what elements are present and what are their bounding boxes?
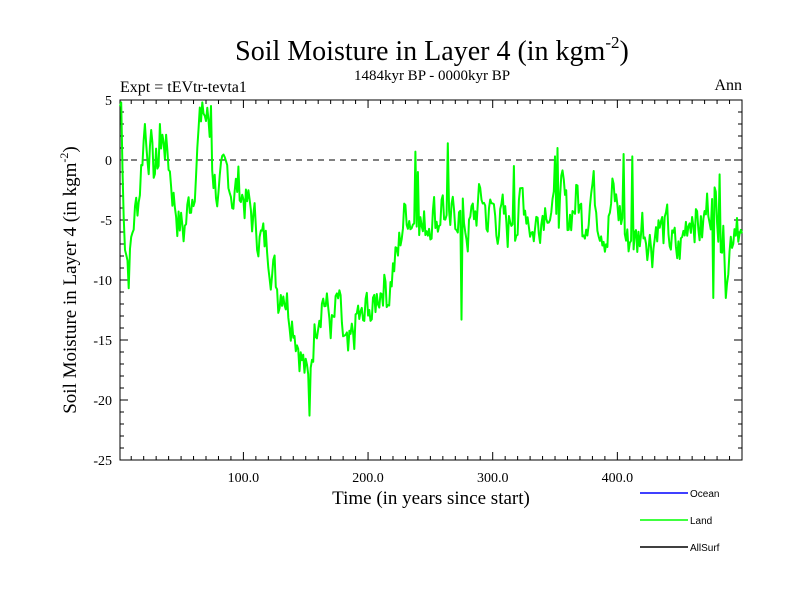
chart-subtitle: 1484kyr BP - 0000kyr BP	[354, 68, 510, 84]
y-tick-label: -25	[93, 454, 112, 469]
series-line-land	[119, 101, 743, 417]
x-tick-label: 100.0	[228, 471, 260, 486]
x-axis-label: Time (in years since start)	[332, 488, 530, 509]
y-axis-label: Soil Moisture in Layer 4 (in kgm-2)	[57, 146, 81, 414]
y-tick-label: -5	[100, 214, 112, 229]
y-tick-label: -20	[93, 394, 112, 409]
plot-frame	[119, 99, 743, 461]
tick-labels: 5 0 -5 -10 -15 -20 -25 100.0 200.0 300.0 400.0	[93, 94, 633, 486]
legend-label-land: Land	[690, 516, 712, 527]
chart-title: Soil Moisture in Layer 4 (in kgm-2)	[235, 33, 629, 67]
legend-label-allsurf: AllSurf	[690, 543, 720, 554]
x-tick-label: 200.0	[352, 471, 384, 486]
season-label: Ann	[714, 77, 742, 94]
x-tick-label: 400.0	[602, 471, 634, 486]
legend-label-ocean: Ocean	[690, 489, 719, 500]
axis-ticks	[120, 99, 742, 461]
legend: Ocean Land AllSurf	[640, 489, 720, 554]
y-tick-label: 5	[105, 94, 112, 109]
experiment-label: Expt = tEVtr-tevta1	[120, 79, 247, 96]
y-tick-label: -15	[93, 334, 112, 349]
y-tick-label: -10	[93, 274, 112, 289]
x-tick-label: 300.0	[477, 471, 509, 486]
y-tick-label: 0	[105, 154, 112, 169]
